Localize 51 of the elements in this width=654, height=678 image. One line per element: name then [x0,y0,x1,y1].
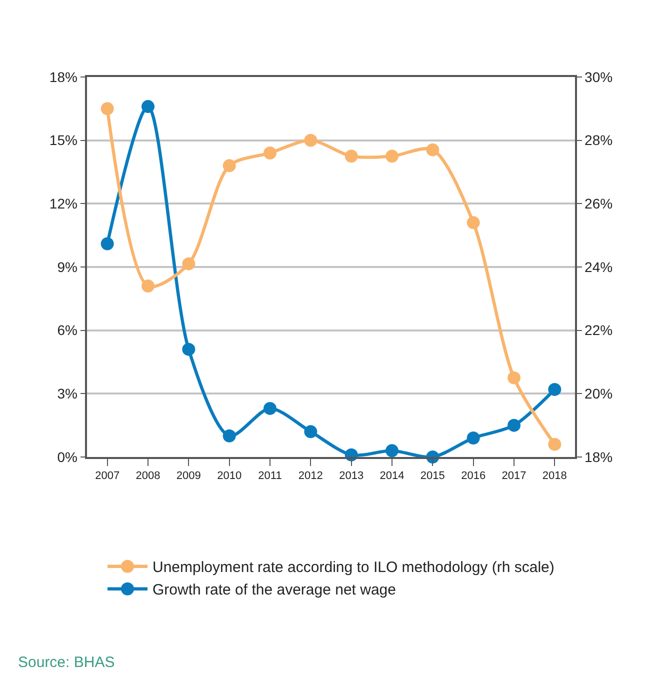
point [548,382,562,396]
y-tick-label: 15% [49,132,78,148]
x-tick-label: 2012 [298,470,323,482]
x-tick-label: 2017 [502,470,526,482]
y2-tick-label: 24% [584,258,613,275]
point [304,425,318,438]
y2-tick-label: 18% [584,448,613,465]
y2-tick-label: 28% [584,132,613,148]
x-tick-label: 2010 [217,470,242,482]
point [304,134,318,147]
x-tick-label: 2016 [461,470,486,482]
point [142,100,154,114]
y2-tick-label: 30% [584,68,613,85]
y2-tick-label: 20% [584,386,613,402]
x-tick-label: 2009 [176,470,201,482]
point [222,159,236,172]
legend-label: Unemployment rate according to ILO methodology (rh scale) [152,559,554,576]
x-tick-label: 2008 [136,470,160,482]
x-tick-label: 2014 [380,470,404,482]
point [264,402,276,415]
y2-tick-label: 26% [584,196,613,212]
y-tick-label: 3% [57,386,78,402]
point [386,150,398,163]
y-tick-label: 0% [57,448,78,465]
point [100,102,114,116]
x-tick-label: 2018 [542,470,567,482]
y-tick-label: 18% [49,68,78,85]
y-tick-label: 9% [57,258,78,275]
point [222,429,236,442]
point [264,146,276,160]
point [386,444,398,458]
point [142,280,154,292]
point [344,150,358,163]
x-tick-label: 2011 [258,470,282,482]
point [182,257,196,270]
x-tick-label: 2007 [95,470,120,482]
point [466,216,480,230]
point [426,143,440,156]
point [100,237,114,250]
x-tick-label: 2015 [420,470,445,482]
point [548,438,562,451]
y-tick-label: 6% [57,322,78,338]
point [182,342,196,356]
x-tick-label: 2013 [339,470,364,482]
y2-tick-label: 22% [584,322,613,338]
legend-label: Growth rate of the average net wage [152,582,396,599]
point [508,371,520,384]
point [466,432,480,444]
y-tick-label: 12% [49,196,78,212]
source-note: Source: BHAS [18,654,115,671]
point [508,418,520,432]
